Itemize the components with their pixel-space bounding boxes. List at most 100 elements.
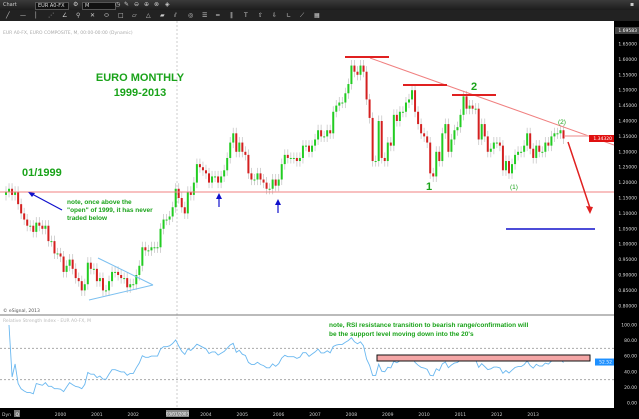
candle [95,263,98,287]
candle [477,103,480,146]
triangle-upper-line[interactable] [97,257,154,286]
candle [426,130,429,149]
candle [8,183,11,198]
candle [520,146,523,158]
candle [286,149,289,164]
gann-tool-icon[interactable]: ✕ [90,12,96,19]
cycle-tool-icon[interactable]: ‖ [230,12,233,19]
candle [377,115,380,167]
candle [165,214,168,226]
candle [323,130,326,142]
candle [56,247,59,259]
candle [168,210,171,226]
candle-body [180,198,183,208]
candle [50,235,53,247]
arrow-down-tool-icon[interactable]: ⇩ [272,12,278,19]
candle [562,124,565,145]
candle [495,137,498,149]
clock-icon[interactable]: ◷ [115,1,121,8]
candle [517,146,520,161]
candle [535,140,538,164]
candle-body [362,65,365,72]
candle-body [8,188,11,192]
pencil-icon[interactable]: ✎ [124,1,130,8]
refresh-icon[interactable]: ⊗ [154,1,160,8]
text-tool-icon[interactable]: T [244,12,248,19]
candle [492,137,495,155]
price-tick-label: 1.40000 [618,119,637,125]
candle [120,269,123,284]
candle [92,263,95,275]
horizontal-line-tool-icon[interactable]: — [20,12,26,19]
circle-tool-icon[interactable]: ◎ [188,12,194,19]
polyline-tool-icon[interactable]: ⋰ [48,12,54,19]
angle-tool-icon[interactable]: ∟ [286,12,292,19]
resistance-trendline[interactable] [369,57,615,146]
candle [5,186,7,201]
tag-icon[interactable]: ◈ [165,1,170,8]
candle-body [14,191,17,195]
triangle-lower-line[interactable] [88,284,154,301]
q-button[interactable] [14,410,20,417]
line-tool-icon[interactable]: ╱ [6,12,10,19]
link-icon[interactable]: ⚙ [73,1,79,8]
ruler-tool-icon[interactable]: ⟋ [300,12,305,19]
vertical-line-tool-icon[interactable]: │ [34,12,38,19]
candle [423,127,426,142]
candle-body [471,105,474,109]
pitchfork-tool-icon[interactable]: ⚲ [76,12,81,19]
candle-body [304,145,307,147]
candle-body [407,99,410,103]
candle [374,155,377,167]
price-axis[interactable] [614,21,639,419]
grid-tool-icon[interactable]: ▦ [314,12,320,19]
time-axis[interactable] [0,408,614,419]
channel-tool-icon[interactable]: ⫽ [174,12,177,19]
zoom-in-icon[interactable]: ⊕ [144,1,150,8]
fib-tool-icon[interactable]: ∠ [62,12,68,19]
year-label: 2011 [455,412,467,418]
candle [498,137,501,152]
candle [174,183,177,213]
candle [253,173,256,186]
brush-tool-icon[interactable]: ▰ [160,12,165,19]
candle [26,214,29,232]
candle-body [368,99,371,118]
bearish-arrow[interactable] [567,141,591,209]
dyn-label[interactable]: Dyn [2,412,11,418]
candle-body [247,154,250,174]
candle-body [98,278,101,282]
candle-body [274,179,277,186]
menu-icon[interactable]: ▪ [630,1,635,8]
arrow-up-tool-icon[interactable]: ⇧ [258,12,264,19]
candle-body [108,281,111,291]
candle [459,109,462,133]
candle-body [417,111,420,125]
bars-tool-icon[interactable]: ═ [216,12,220,19]
candle [89,257,92,275]
candle [444,118,447,139]
lines-tool-icon[interactable]: ☰ [202,12,208,19]
triangle-tool-icon[interactable]: △ [146,12,151,19]
zoom-out-icon[interactable]: ⊖ [134,1,140,8]
candle-body [298,157,301,162]
candle-body [489,148,492,152]
candle-body [277,179,280,186]
candle-body [495,142,498,144]
candle [241,137,244,158]
candle-body [171,207,174,217]
candle-body [308,145,310,152]
interval-select[interactable]: M [82,2,116,10]
bearish-arrow-head-icon [586,206,593,214]
candle [420,118,423,139]
blue-arrow-to-1999-open[interactable] [31,193,63,211]
price-panel-header: EUR A0-FX, EURO COMPOSITE, M, 00:00-00:0… [3,30,133,36]
rsi-resistance-box[interactable] [376,354,591,362]
parallelogram-tool-icon[interactable]: ▱ [132,12,137,19]
rectangle-tool-icon[interactable]: □ [118,12,124,19]
rsi-tick-label: 60.00 [624,354,637,360]
ellipse-tool-icon[interactable]: ⬭ [104,12,110,19]
plot-background [0,21,614,408]
candle [362,60,365,78]
